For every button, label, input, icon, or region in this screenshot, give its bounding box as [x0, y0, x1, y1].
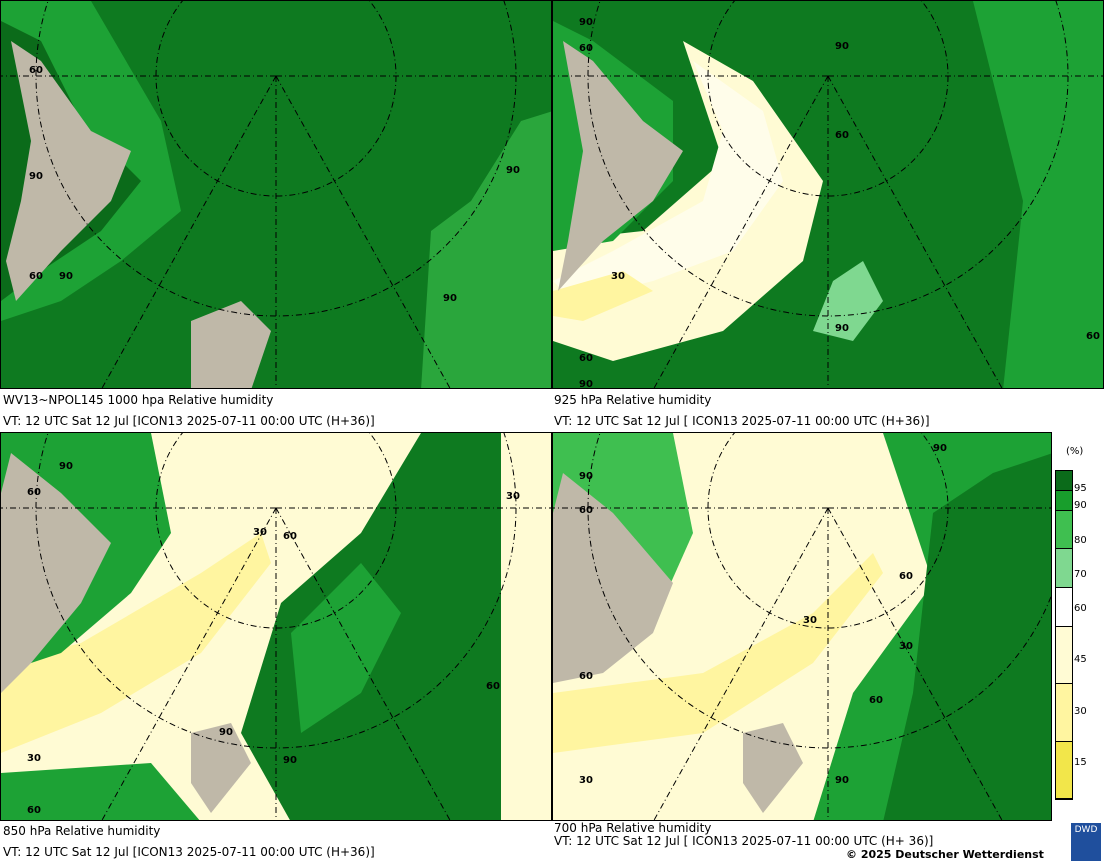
- contour-label: 60: [579, 671, 593, 682]
- panel-subtitle-925hpa: VT: 12 UTC Sat 12 Jul [ ICON13 2025-07-1…: [554, 414, 930, 428]
- contour-label: 90: [443, 293, 457, 304]
- legend-color-band: [1056, 587, 1072, 627]
- contour-label: 90: [219, 727, 233, 738]
- contour-label: 60: [29, 65, 43, 76]
- contour-label: 90: [579, 379, 593, 389]
- legend-unit: (%): [1066, 446, 1084, 457]
- legend-color-band: [1056, 510, 1072, 550]
- contour-label: 60: [27, 805, 41, 816]
- legend-tick-label: 70: [1074, 569, 1087, 580]
- contour-label: 60: [579, 353, 593, 364]
- contour-label: 60: [579, 505, 593, 516]
- humidity-map-925hpa: 90 60 90 60 30 90 90 60 60: [553, 1, 1103, 389]
- contour-label: 90: [835, 323, 849, 334]
- map-panel-925hpa: 90 60 90 60 30 90 90 60 60: [552, 0, 1104, 389]
- legend-tick-label: 60: [1074, 603, 1087, 614]
- legend-color-band: [1056, 490, 1072, 511]
- contour-label: 30: [253, 527, 267, 538]
- contour-label: 90: [835, 775, 849, 786]
- contour-label: 90: [59, 461, 73, 472]
- legend-tick-label: 45: [1074, 654, 1087, 665]
- contour-label: 30: [579, 775, 593, 786]
- contour-label: 30: [27, 753, 41, 764]
- contour-label: 90: [506, 165, 520, 176]
- legend-tick-label: 95: [1074, 483, 1087, 494]
- panel-title-1000hpa: WV13~NPOL145 1000 hpa Relative humidity: [3, 393, 274, 407]
- legend-color-band: [1056, 741, 1072, 799]
- contour-label: 60: [579, 43, 593, 54]
- humidity-map-850hpa: 90 60 30 60 90 90 30 60 30 60: [1, 433, 551, 820]
- legend-tick-label: 15: [1074, 757, 1087, 768]
- panel-subtitle-1000hpa: VT: 12 UTC Sat 12 Jul [ICON13 2025-07-11…: [3, 414, 375, 428]
- panel-subtitle-700hpa: VT: 12 UTC Sat 12 Jul [ ICON13 2025-07-1…: [554, 834, 934, 848]
- panel-title-850hpa: 850 hPa Relative humidity: [3, 824, 161, 838]
- dwd-logo: DWD: [1071, 823, 1101, 861]
- panel-title-925hpa: 925 hPa Relative humidity: [554, 393, 712, 407]
- map-panel-1000hpa: 60 90 90 60 90 90: [0, 0, 552, 389]
- logo-text: DWD: [1074, 825, 1098, 835]
- legend-tick-label: 90: [1074, 500, 1087, 511]
- contour-label: 90: [933, 443, 947, 454]
- legend-color-band: [1056, 684, 1072, 742]
- legend-tick-label: 30: [1074, 706, 1087, 717]
- contour-label: 60: [29, 271, 43, 282]
- panel-subtitle-850hpa: VT: 12 UTC Sat 12 Jul [ICON13 2025-07-11…: [3, 845, 375, 859]
- legend-color-band: [1056, 626, 1072, 685]
- contour-label: 30: [506, 491, 520, 502]
- contour-label: 60: [486, 681, 500, 692]
- copyright: © 2025 Deutscher Wetterdienst: [846, 848, 1044, 861]
- contour-label: 90: [283, 755, 297, 766]
- contour-label: 60: [869, 695, 883, 706]
- contour-label: 60: [835, 130, 849, 141]
- contour-label: 30: [803, 615, 817, 626]
- contour-label: 60: [283, 531, 297, 542]
- map-panel-850hpa: 90 60 30 60 90 90 30 60 30 60: [0, 432, 552, 821]
- humidity-map-1000hpa: 60 90 90 60 90 90: [1, 1, 551, 388]
- contour-label: 90: [579, 471, 593, 482]
- humidity-map-700hpa: 90 60 30 60 90 30 60 30 60 90: [553, 433, 1051, 820]
- legend-color-band: [1056, 471, 1072, 491]
- color-legend: [1055, 470, 1073, 800]
- panel-title-700hpa: 700 hPa Relative humidity: [554, 821, 712, 835]
- contour-label: 30: [899, 641, 913, 652]
- legend-color-band: [1056, 549, 1072, 588]
- contour-label: 60: [899, 571, 913, 582]
- contour-label: 60: [27, 487, 41, 498]
- contour-label: 90: [29, 171, 43, 182]
- contour-label: 60: [1086, 331, 1100, 342]
- contour-label: 90: [835, 41, 849, 52]
- legend-tick-label: 80: [1074, 535, 1087, 546]
- contour-label: 30: [611, 271, 625, 282]
- contour-label: 90: [579, 17, 593, 28]
- map-panel-700hpa: 90 60 30 60 90 30 60 30 60 90: [552, 432, 1052, 821]
- contour-label: 90: [59, 271, 73, 282]
